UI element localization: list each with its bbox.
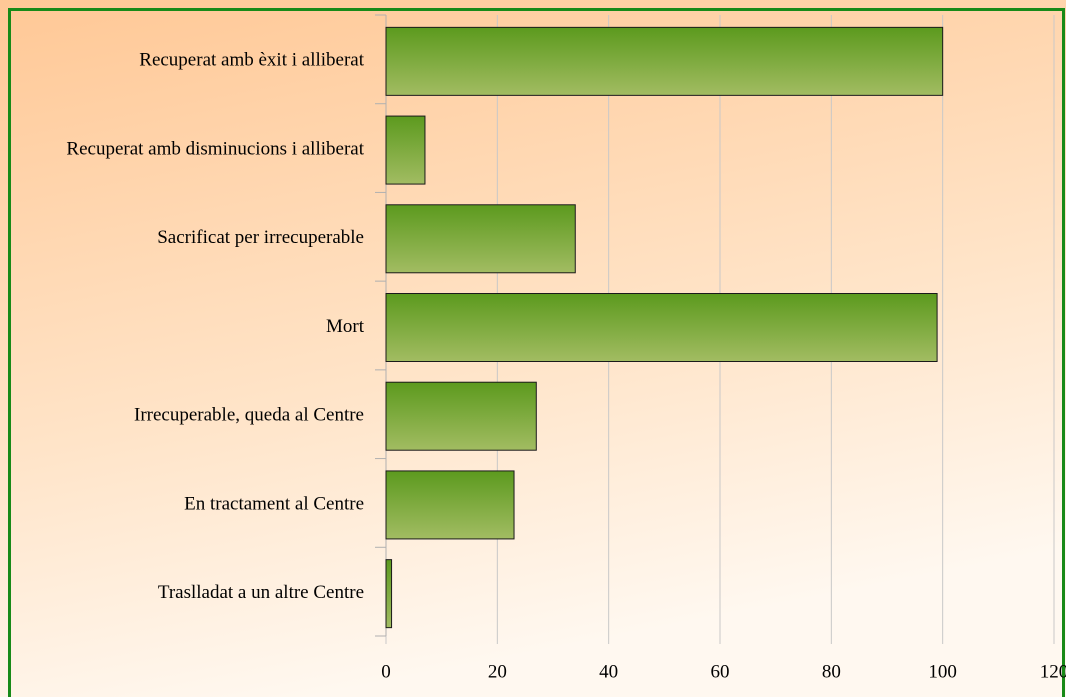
x-tick-label: 20 <box>488 661 507 682</box>
bar <box>385 470 515 540</box>
bar <box>385 115 426 185</box>
bar <box>385 559 393 629</box>
x-tick-label: 60 <box>711 661 730 682</box>
y-tick-label: En tractament al Centre <box>184 493 364 514</box>
y-tick-label: Irrecuperable, queda al Centre <box>134 405 364 426</box>
x-tick-label: 120 <box>1040 661 1066 682</box>
x-tick-label: 100 <box>928 661 957 682</box>
y-tick-label: Traslladat a un altre Centre <box>158 582 364 603</box>
bar <box>385 26 944 96</box>
y-tick-label: Recuperat amb èxit i alliberat <box>139 50 364 71</box>
x-tick-label: 40 <box>599 661 618 682</box>
y-tick-label: Recuperat amb disminucions i alliberat <box>66 138 364 159</box>
frame <box>8 8 1065 697</box>
y-tick-label: Mort <box>326 316 365 337</box>
x-tick-label: 80 <box>822 661 841 682</box>
x-tick-label: 0 <box>381 661 391 682</box>
y-tick-label: Sacrificat per irrecuperable <box>157 227 364 248</box>
bar <box>385 204 576 274</box>
bar <box>385 381 537 451</box>
bar <box>385 293 938 362</box>
